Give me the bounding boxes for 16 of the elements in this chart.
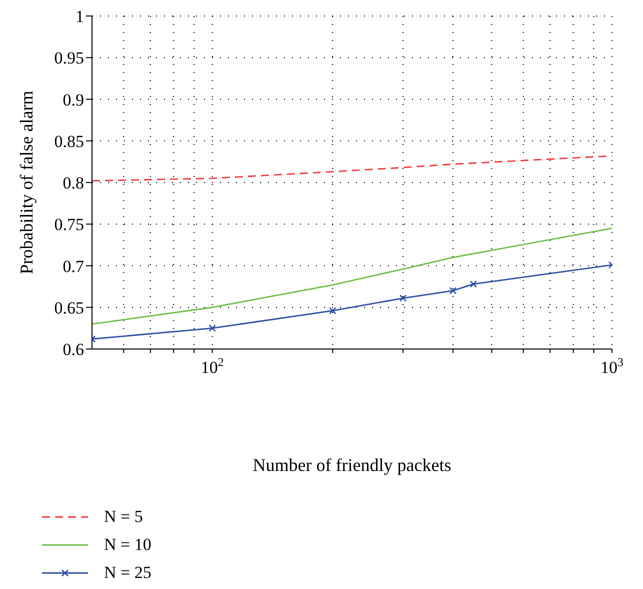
y-tick-label: 0.7	[62, 256, 84, 276]
x-axis-title: Number of friendly packets	[252, 455, 452, 475]
y-tick-label: 0.8	[62, 174, 84, 192]
x-tick-label: 10$^{2}$	[200, 355, 224, 377]
legend-label: N = 25	[104, 563, 152, 583]
y-tick-label: 1	[76, 7, 84, 26]
y-axis-title: Probability of false alarm	[16, 90, 36, 274]
y-tick-label: 0.6	[62, 340, 84, 359]
legend-label: N = 10	[104, 535, 152, 555]
y-tick-label: 0.95	[54, 48, 84, 68]
y-tick-label: 0.9	[62, 90, 84, 110]
y-tick-label: 0.85	[54, 132, 84, 151]
y-tick-label: 0.65	[54, 298, 84, 318]
x-tick-label: 10$^{3}$	[600, 355, 624, 377]
legend-label: N = 5	[104, 507, 143, 527]
y-tick-label: 0.75	[54, 215, 84, 234]
